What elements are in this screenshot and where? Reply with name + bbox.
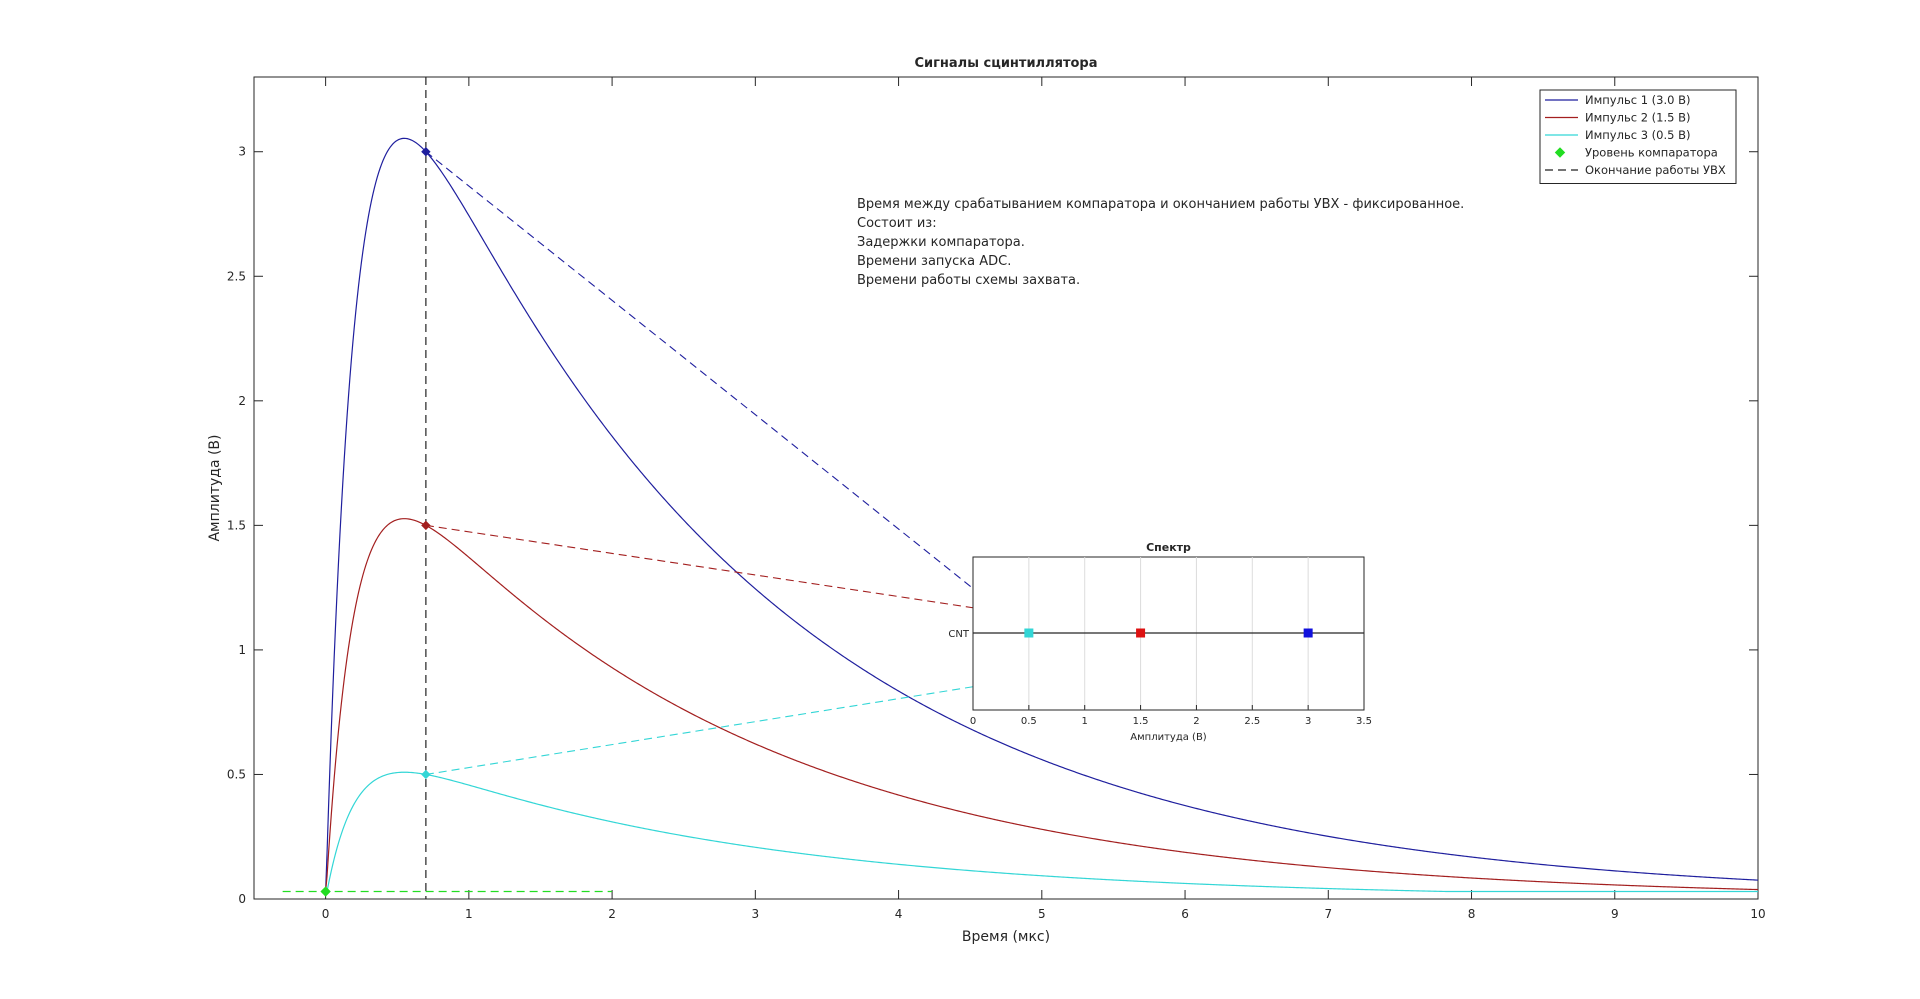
- main-guide-lines: [282, 77, 613, 899]
- legend-label: Уровень компаратора: [1585, 146, 1718, 160]
- series-line-3: [325, 771, 1758, 893]
- y-tick-label: 3: [238, 145, 246, 159]
- x-tick-label: 9: [1611, 907, 1619, 921]
- y-tick-label: 1.5: [227, 518, 246, 532]
- y-tick-label: 0.5: [227, 767, 246, 781]
- legend-marker: [1554, 147, 1566, 158]
- legend-item: Окончание работы УВХ: [1545, 163, 1726, 177]
- spectrum-point-3: [1303, 628, 1313, 638]
- annotation-line: Состоит из:: [857, 216, 937, 231]
- legend: Импульс 1 (3.0 В) Импульс 2 (1.5 В) Импуль…: [1539, 89, 1737, 184]
- inset-x-axis-label: Амплитуда (В): [1130, 732, 1207, 743]
- y-tick-label: 2: [238, 394, 246, 408]
- inset-y-category-label: CNT: [948, 629, 969, 640]
- annotation-text: Время между срабатыванием компаратора и …: [857, 197, 1464, 288]
- inset-title: Спектр: [1146, 541, 1191, 554]
- x-tick-label: 3: [752, 907, 760, 921]
- inset-x-tick-label: 1: [1082, 716, 1088, 727]
- inset-x-tick-label: 1.5: [1133, 716, 1149, 727]
- annotation-line: Времени работы схемы захвата.: [857, 273, 1080, 288]
- inset-x-tick-label: 0.5: [1021, 716, 1037, 727]
- x-tick-label: 6: [1181, 907, 1189, 921]
- main-axes: 0 1 2 3 4 5 6 7 8 9 10 00.511.522.53 Сигналы сцинт…: [207, 56, 1766, 945]
- inset-x-tick-label: 2.5: [1244, 716, 1260, 727]
- legend-items: Импульс 1 (3.0 В) Импульс 2 (1.5 В) Импуль…: [1545, 93, 1726, 177]
- chart-title: Сигналы сцинтиллятора: [914, 56, 1097, 71]
- y-tick-label: 1: [238, 643, 246, 657]
- main-y-ticks: 0 0.5 1 1.5 2 2.5 3: [227, 145, 1758, 906]
- y-axis-label: Амплитуда (В): [207, 434, 223, 541]
- spectrum-point-1: [1024, 628, 1034, 638]
- inset-x-tick-label: 3.5: [1356, 716, 1372, 727]
- legend-label: Импульс 1 (3.0 В): [1585, 93, 1691, 107]
- inset-x-tick-label: 0: [970, 716, 976, 727]
- x-tick-label: 4: [895, 907, 903, 921]
- legend-item: Импульс 2 (1.5 В): [1545, 111, 1691, 125]
- x-tick-label: 8: [1468, 907, 1476, 921]
- inset-series: [973, 628, 1364, 638]
- spectrum-point-2: [1136, 628, 1146, 638]
- legend-label: Импульс 3 (0.5 В): [1585, 128, 1691, 142]
- inset-x-ticks: 0 0.5 1 1.5 2 2.5 3 3.5: [970, 705, 1372, 727]
- annotation-line: Время между срабатыванием компаратора и …: [857, 197, 1464, 212]
- annotation-line: Времени запуска ADC.: [857, 254, 1011, 269]
- legend-item: Импульс 1 (3.0 В): [1545, 93, 1691, 107]
- x-tick-label: 5: [1038, 907, 1046, 921]
- legend-item: Импульс 3 (0.5 В): [1545, 128, 1691, 142]
- x-axis-label: Время (мкс): [962, 929, 1050, 945]
- y-tick-label: 2.5: [227, 269, 246, 283]
- legend-item: Уровень компаратора: [1554, 146, 1718, 160]
- annotation-line: Задержки компаратора.: [857, 235, 1025, 250]
- y-tick-label: 0: [238, 892, 246, 906]
- comparator-trigger-marker: [320, 886, 331, 897]
- connector-line-1: [425, 151, 1030, 634]
- x-tick-label: 0: [322, 907, 330, 921]
- inset-x-tick-label: 2: [1193, 716, 1199, 727]
- x-tick-label: 10: [1750, 907, 1765, 921]
- spectrum-inset: 0 0.5 1 1.5 2 2.5 3 3.5 Спектр Амплитуда (В) CN…: [948, 541, 1372, 743]
- main-x-ticks: 0 1 2 3 4 5 6 7 8 9 10: [322, 77, 1766, 921]
- legend-box: [1539, 89, 1737, 184]
- legend-label: Окончание работы УВХ: [1585, 163, 1726, 177]
- series-line-1: [325, 137, 1759, 892]
- x-tick-label: 2: [608, 907, 616, 921]
- x-tick-label: 1: [465, 907, 473, 921]
- main-series: [325, 137, 1759, 893]
- x-tick-label: 7: [1324, 907, 1332, 921]
- series-line-2: [325, 518, 1759, 892]
- legend-label: Импульс 2 (1.5 В): [1585, 111, 1691, 125]
- inset-x-tick-label: 3: [1305, 716, 1311, 727]
